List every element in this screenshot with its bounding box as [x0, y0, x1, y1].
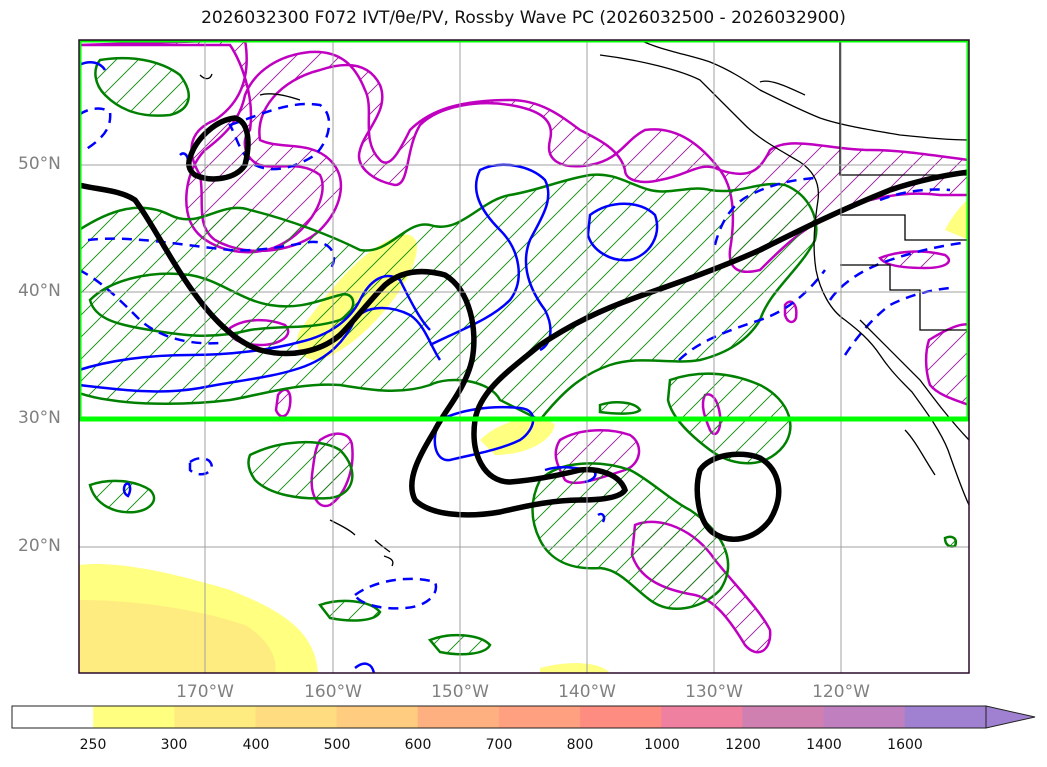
highlight-box [79, 40, 969, 422]
colorbar-cell [255, 706, 338, 728]
longitude-label-140w: 140°W [558, 682, 616, 702]
colorbar-tick-1000: 1000 [644, 737, 680, 753]
ivt-contours [79, 56, 957, 656]
ivt-shading [79, 198, 969, 673]
colorbar-tick-1400: 1400 [806, 737, 842, 753]
longitude-label-160w: 160°W [304, 682, 362, 702]
latitude-label-40n: 40°N [18, 281, 61, 301]
colorbar-cell [336, 706, 419, 728]
theta-e-dashed-contours [79, 102, 969, 610]
map-frame [78, 39, 970, 674]
colorbar-tick-700: 700 [485, 737, 513, 753]
colorbar-cell [823, 706, 906, 728]
colorbar-cell [93, 706, 175, 728]
latitude-label-50n: 50°N [18, 154, 61, 174]
colorbar-tick-1600: 1600 [887, 737, 923, 753]
colorbar-tick-500: 500 [323, 737, 351, 753]
coastlines [199, 40, 969, 567]
latitude-label-20n: 20°N [18, 536, 61, 556]
longitude-label-120w: 120°W [812, 682, 870, 702]
colorbar [11, 705, 1036, 729]
colorbar-cell [174, 706, 256, 728]
latitude-label-30n: 30°N [18, 408, 61, 428]
colorbar-cell [417, 706, 500, 728]
colorbar-cell [661, 706, 743, 728]
longitude-label-150w: 150°W [431, 682, 489, 702]
colorbar-cell [904, 706, 987, 728]
colorbar-tick-600: 600 [404, 737, 432, 753]
colorbar-tick-1200: 1200 [725, 737, 761, 753]
longitude-label-170w: 170°W [176, 682, 234, 702]
map-title: 2026032300 F072 IVT/θe/PV, Rossby Wave P… [201, 8, 846, 28]
longitude-label-130w: 130°W [685, 682, 743, 702]
colorbar-cell [498, 706, 581, 728]
colorbar-tick-300: 300 [160, 737, 188, 753]
colorbar-tick-250: 250 [79, 737, 107, 753]
colorbar-frame [11, 705, 987, 729]
colorbar-cell [12, 706, 94, 728]
colorbar-cell [580, 706, 662, 728]
colorbar-cell [742, 706, 824, 728]
colorbar-tick-800: 800 [566, 737, 594, 753]
colorbar-tick-400: 400 [242, 737, 270, 753]
colorbar-extend-arrow [985, 705, 1036, 729]
